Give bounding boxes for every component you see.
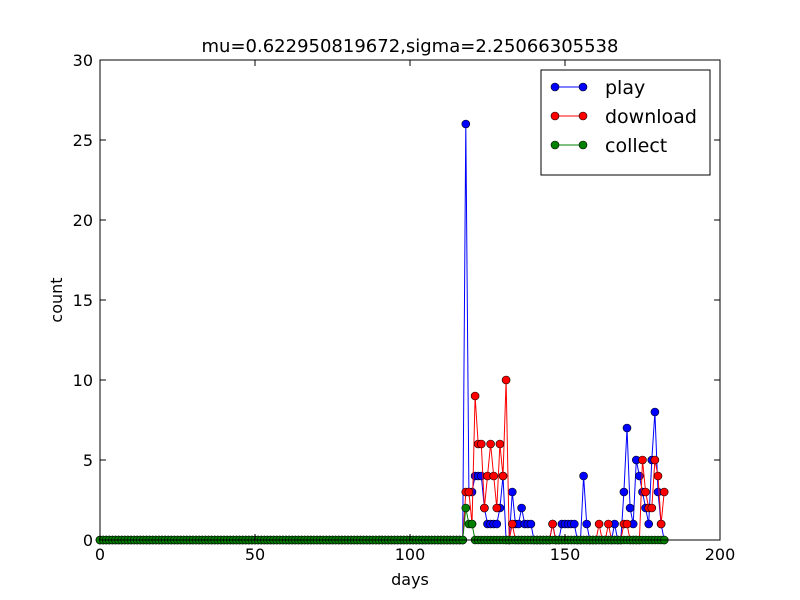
data-point-download bbox=[498, 471, 508, 481]
legend-marker bbox=[550, 140, 560, 150]
x-tick-label: 50 bbox=[245, 545, 265, 564]
data-point-download bbox=[464, 487, 474, 497]
data-point-download bbox=[647, 503, 657, 513]
data-point-download bbox=[656, 519, 666, 529]
data-point-play bbox=[579, 471, 588, 481]
legend-marker bbox=[550, 82, 560, 92]
data-point-download bbox=[622, 519, 632, 529]
y-tick-label: 5 bbox=[83, 451, 93, 470]
y-axis-label: count bbox=[47, 277, 66, 322]
data-point-download bbox=[548, 519, 557, 529]
data-point-download bbox=[641, 487, 650, 497]
chart-title: mu=0.622950819672,sigma=2.25066305538 bbox=[202, 36, 619, 57]
legend-item-play: play bbox=[550, 77, 645, 99]
legend-marker bbox=[550, 111, 560, 121]
data-point-download bbox=[507, 519, 517, 529]
legend: play download collect bbox=[540, 69, 711, 176]
data-point-play bbox=[622, 423, 632, 433]
y-tick-label: 25 bbox=[73, 131, 93, 150]
legend-label: collect bbox=[605, 135, 667, 157]
data-point-download bbox=[638, 455, 647, 465]
y-tick-label: 15 bbox=[73, 291, 93, 310]
data-point-play bbox=[650, 407, 660, 417]
data-point-collect bbox=[467, 519, 477, 529]
data-point-play bbox=[507, 487, 517, 497]
x-tick-label: 200 bbox=[705, 545, 736, 564]
data-point-download bbox=[501, 375, 511, 385]
y-tick-label: 20 bbox=[73, 211, 93, 230]
data-point-download bbox=[470, 391, 480, 401]
data-point-download bbox=[594, 519, 604, 529]
data-point-collect bbox=[461, 503, 471, 513]
legend-item-collect: collect bbox=[550, 135, 667, 157]
x-tick-label: 100 bbox=[395, 545, 426, 564]
legend-item-download: download bbox=[550, 106, 697, 128]
data-point-download bbox=[659, 487, 669, 497]
x-tick-label: 0 bbox=[95, 545, 105, 564]
data-point-play bbox=[644, 519, 654, 529]
x-tick-label: 150 bbox=[550, 545, 581, 564]
data-point-download bbox=[476, 439, 486, 449]
data-point-play bbox=[517, 503, 526, 513]
data-point-download bbox=[480, 503, 489, 513]
legend-label: download bbox=[605, 106, 697, 128]
data-point-play bbox=[569, 519, 579, 529]
legend-label: play bbox=[605, 77, 645, 99]
y-tick-label: 0 bbox=[83, 531, 93, 550]
data-point-download bbox=[604, 519, 613, 529]
data-point-download bbox=[492, 503, 502, 513]
data-point-download bbox=[495, 439, 505, 449]
data-point-download bbox=[650, 455, 660, 465]
legend-marker bbox=[578, 82, 588, 92]
legend-marker bbox=[578, 140, 588, 150]
x-axis-label: days bbox=[391, 570, 429, 589]
data-point-play bbox=[526, 519, 536, 529]
data-point-play bbox=[582, 519, 592, 529]
data-point-play bbox=[492, 519, 502, 529]
data-point-download bbox=[489, 471, 499, 481]
y-tick-label: 10 bbox=[73, 371, 93, 390]
data-point-play bbox=[619, 487, 629, 497]
y-tick-label: 30 bbox=[73, 51, 93, 70]
ticks-layer: 0 50 100 150 200 0 5 10 15 20 25 30 bbox=[73, 51, 736, 564]
data-point-play bbox=[625, 503, 635, 513]
data-point-download bbox=[653, 471, 663, 481]
legend-marker bbox=[578, 111, 588, 121]
data-point-download bbox=[486, 439, 495, 449]
data-point-play bbox=[461, 119, 471, 129]
